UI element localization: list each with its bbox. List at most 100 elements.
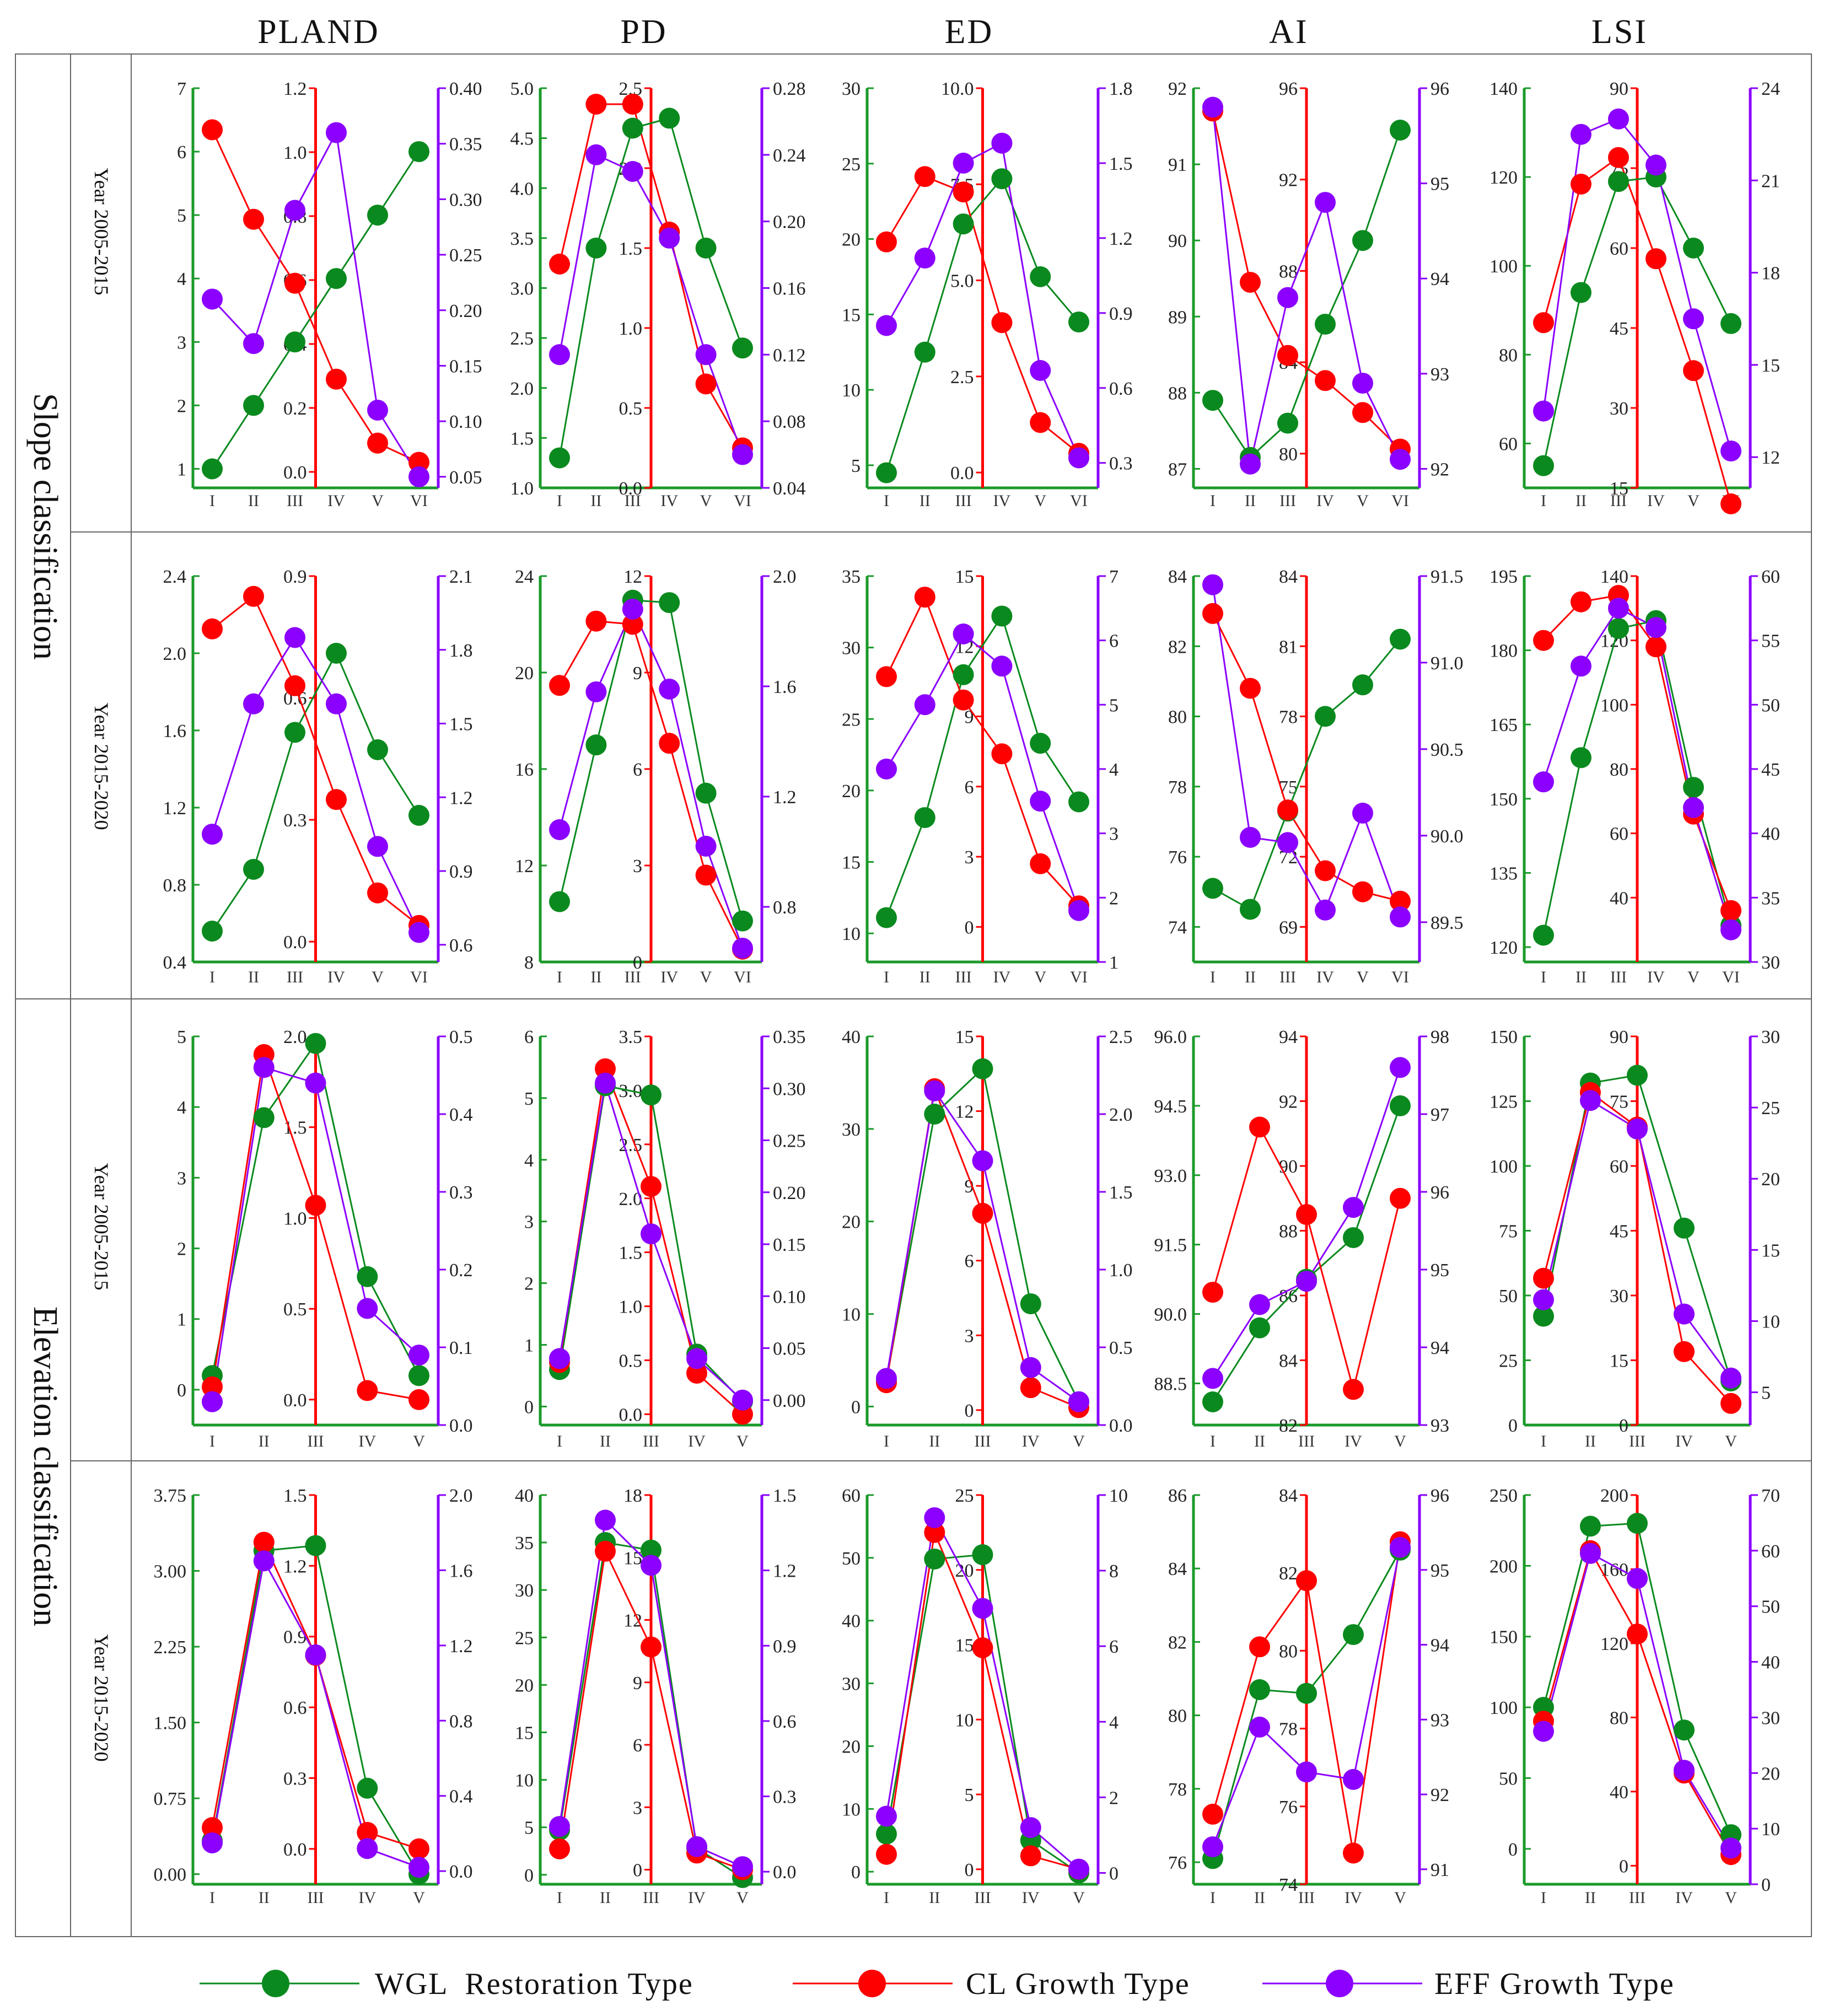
data-point: [1020, 1293, 1041, 1315]
left-tick-label: 78: [1168, 1780, 1187, 1800]
legend-label-wgl: WGL Restoration Type: [375, 1967, 693, 2001]
data-point: [1627, 1513, 1648, 1534]
mid-tick-label: 0: [965, 917, 974, 938]
right-tick-label: 70: [1761, 1486, 1780, 1506]
right-tick-label: 1.6: [773, 677, 797, 697]
x-tick-label: I: [209, 968, 215, 986]
data-point: [641, 1636, 662, 1658]
mid-tick-label: 15: [1610, 479, 1628, 499]
data-point: [367, 836, 388, 857]
x-tick-label: II: [1245, 968, 1256, 986]
right-tick-label: 0.3: [773, 1787, 797, 1808]
right-tick-label: 0.8: [449, 1711, 473, 1732]
series-line-2: [211, 636, 420, 933]
data-point: [1580, 1090, 1601, 1111]
right-tick-label: 0.30: [449, 190, 482, 210]
x-tick-label: V: [1394, 1432, 1406, 1450]
col-title-lsi: LSI: [1591, 13, 1648, 51]
x-tick-label: I: [884, 1889, 889, 1907]
data-point: [549, 1348, 570, 1369]
x-tick-label: IV: [688, 1889, 706, 1907]
left-tick-label: 0: [524, 1397, 534, 1417]
left-tick-label: 25: [842, 709, 861, 730]
data-point: [253, 1531, 275, 1553]
mid-tick-label: 40: [1610, 888, 1628, 908]
data-point: [1068, 311, 1089, 333]
left-tick-label: 74: [1168, 917, 1187, 938]
series-line-0: [1542, 176, 1732, 466]
data-point: [1020, 1817, 1041, 1838]
right-tick-label: 0.0: [1109, 1416, 1133, 1436]
left-tick-label: 5: [177, 1027, 186, 1047]
x-tick-label: III: [1629, 1432, 1645, 1450]
x-tick-label: I: [209, 492, 215, 510]
right-tick-label: 0.10: [449, 412, 482, 432]
data-point: [1571, 282, 1591, 303]
right-tick-label: 4: [1109, 760, 1118, 780]
data-point: [1315, 314, 1336, 335]
left-tick-label: 3: [177, 1168, 186, 1189]
data-point: [1674, 1341, 1695, 1362]
x-tick-label: III: [308, 1889, 324, 1907]
mid-tick-label: 15: [1610, 1351, 1628, 1372]
right-tick-label: 1.6: [449, 1561, 473, 1581]
left-tick-label: 10: [842, 1799, 861, 1820]
data-point: [1030, 412, 1051, 433]
x-tick-label: V: [413, 1889, 425, 1907]
right-tick-label: 0.9: [1109, 304, 1133, 324]
data-point: [202, 1832, 223, 1853]
data-point: [549, 447, 570, 469]
left-tick-label: 88.5: [1154, 1374, 1187, 1394]
right-tick-label: 10: [1761, 1311, 1780, 1332]
data-point: [914, 587, 935, 608]
data-point: [914, 694, 935, 716]
x-tick-label: IV: [1316, 492, 1334, 510]
data-point: [732, 337, 753, 359]
chart-panel-ai-r1: 74767880828469727578818489.590.090.591.0…: [1168, 567, 1464, 986]
right-tick-label: 94: [1431, 1636, 1449, 1656]
charts-grid: 12345670.00.20.40.60.81.01.20.050.100.15…: [154, 79, 1781, 1907]
data-point: [1608, 598, 1629, 619]
data-point: [305, 1644, 326, 1665]
data-point: [991, 655, 1013, 677]
data-point: [284, 627, 305, 648]
left-tick-label: 20: [515, 1675, 534, 1696]
data-point: [972, 1202, 993, 1224]
data-point: [1030, 266, 1051, 287]
data-point: [1683, 308, 1704, 330]
right-tick-label: 30: [1761, 1708, 1780, 1728]
data-point: [1030, 791, 1051, 812]
right-tick-label: 91.5: [1431, 567, 1464, 587]
left-tick-label: 195: [1489, 567, 1518, 587]
right-tick-label: 0.20: [773, 1183, 806, 1203]
data-point: [1571, 747, 1591, 768]
data-point: [367, 400, 388, 421]
data-point: [1390, 628, 1411, 650]
x-tick-label: II: [600, 1889, 611, 1907]
left-tick-label: 92: [1168, 79, 1187, 99]
data-point: [202, 458, 223, 480]
x-tick-label: V: [1034, 968, 1046, 986]
mid-tick-label: 3.5: [619, 1027, 643, 1047]
data-point: [641, 1084, 662, 1106]
data-point: [1390, 1095, 1411, 1116]
data-point: [585, 681, 607, 702]
data-point: [408, 1389, 429, 1410]
data-point: [659, 733, 680, 754]
data-point: [367, 739, 388, 760]
left-tick-label: 90.0: [1154, 1305, 1187, 1325]
mid-tick-label: 0.0: [619, 1405, 643, 1425]
data-point: [1352, 373, 1373, 394]
data-point: [686, 1363, 707, 1384]
left-tick-label: 5: [851, 456, 861, 476]
right-tick-label: 0.15: [449, 356, 482, 377]
right-tick-label: 1.2: [449, 788, 473, 808]
right-tick-label: 98: [1431, 1027, 1449, 1047]
data-point: [1571, 591, 1591, 612]
mid-tick-label: 0.0: [283, 1840, 307, 1860]
data-point: [1390, 120, 1411, 141]
left-tick-label: 25: [515, 1628, 534, 1648]
mid-tick-label: 0.9: [283, 567, 307, 587]
data-point: [1720, 900, 1741, 921]
